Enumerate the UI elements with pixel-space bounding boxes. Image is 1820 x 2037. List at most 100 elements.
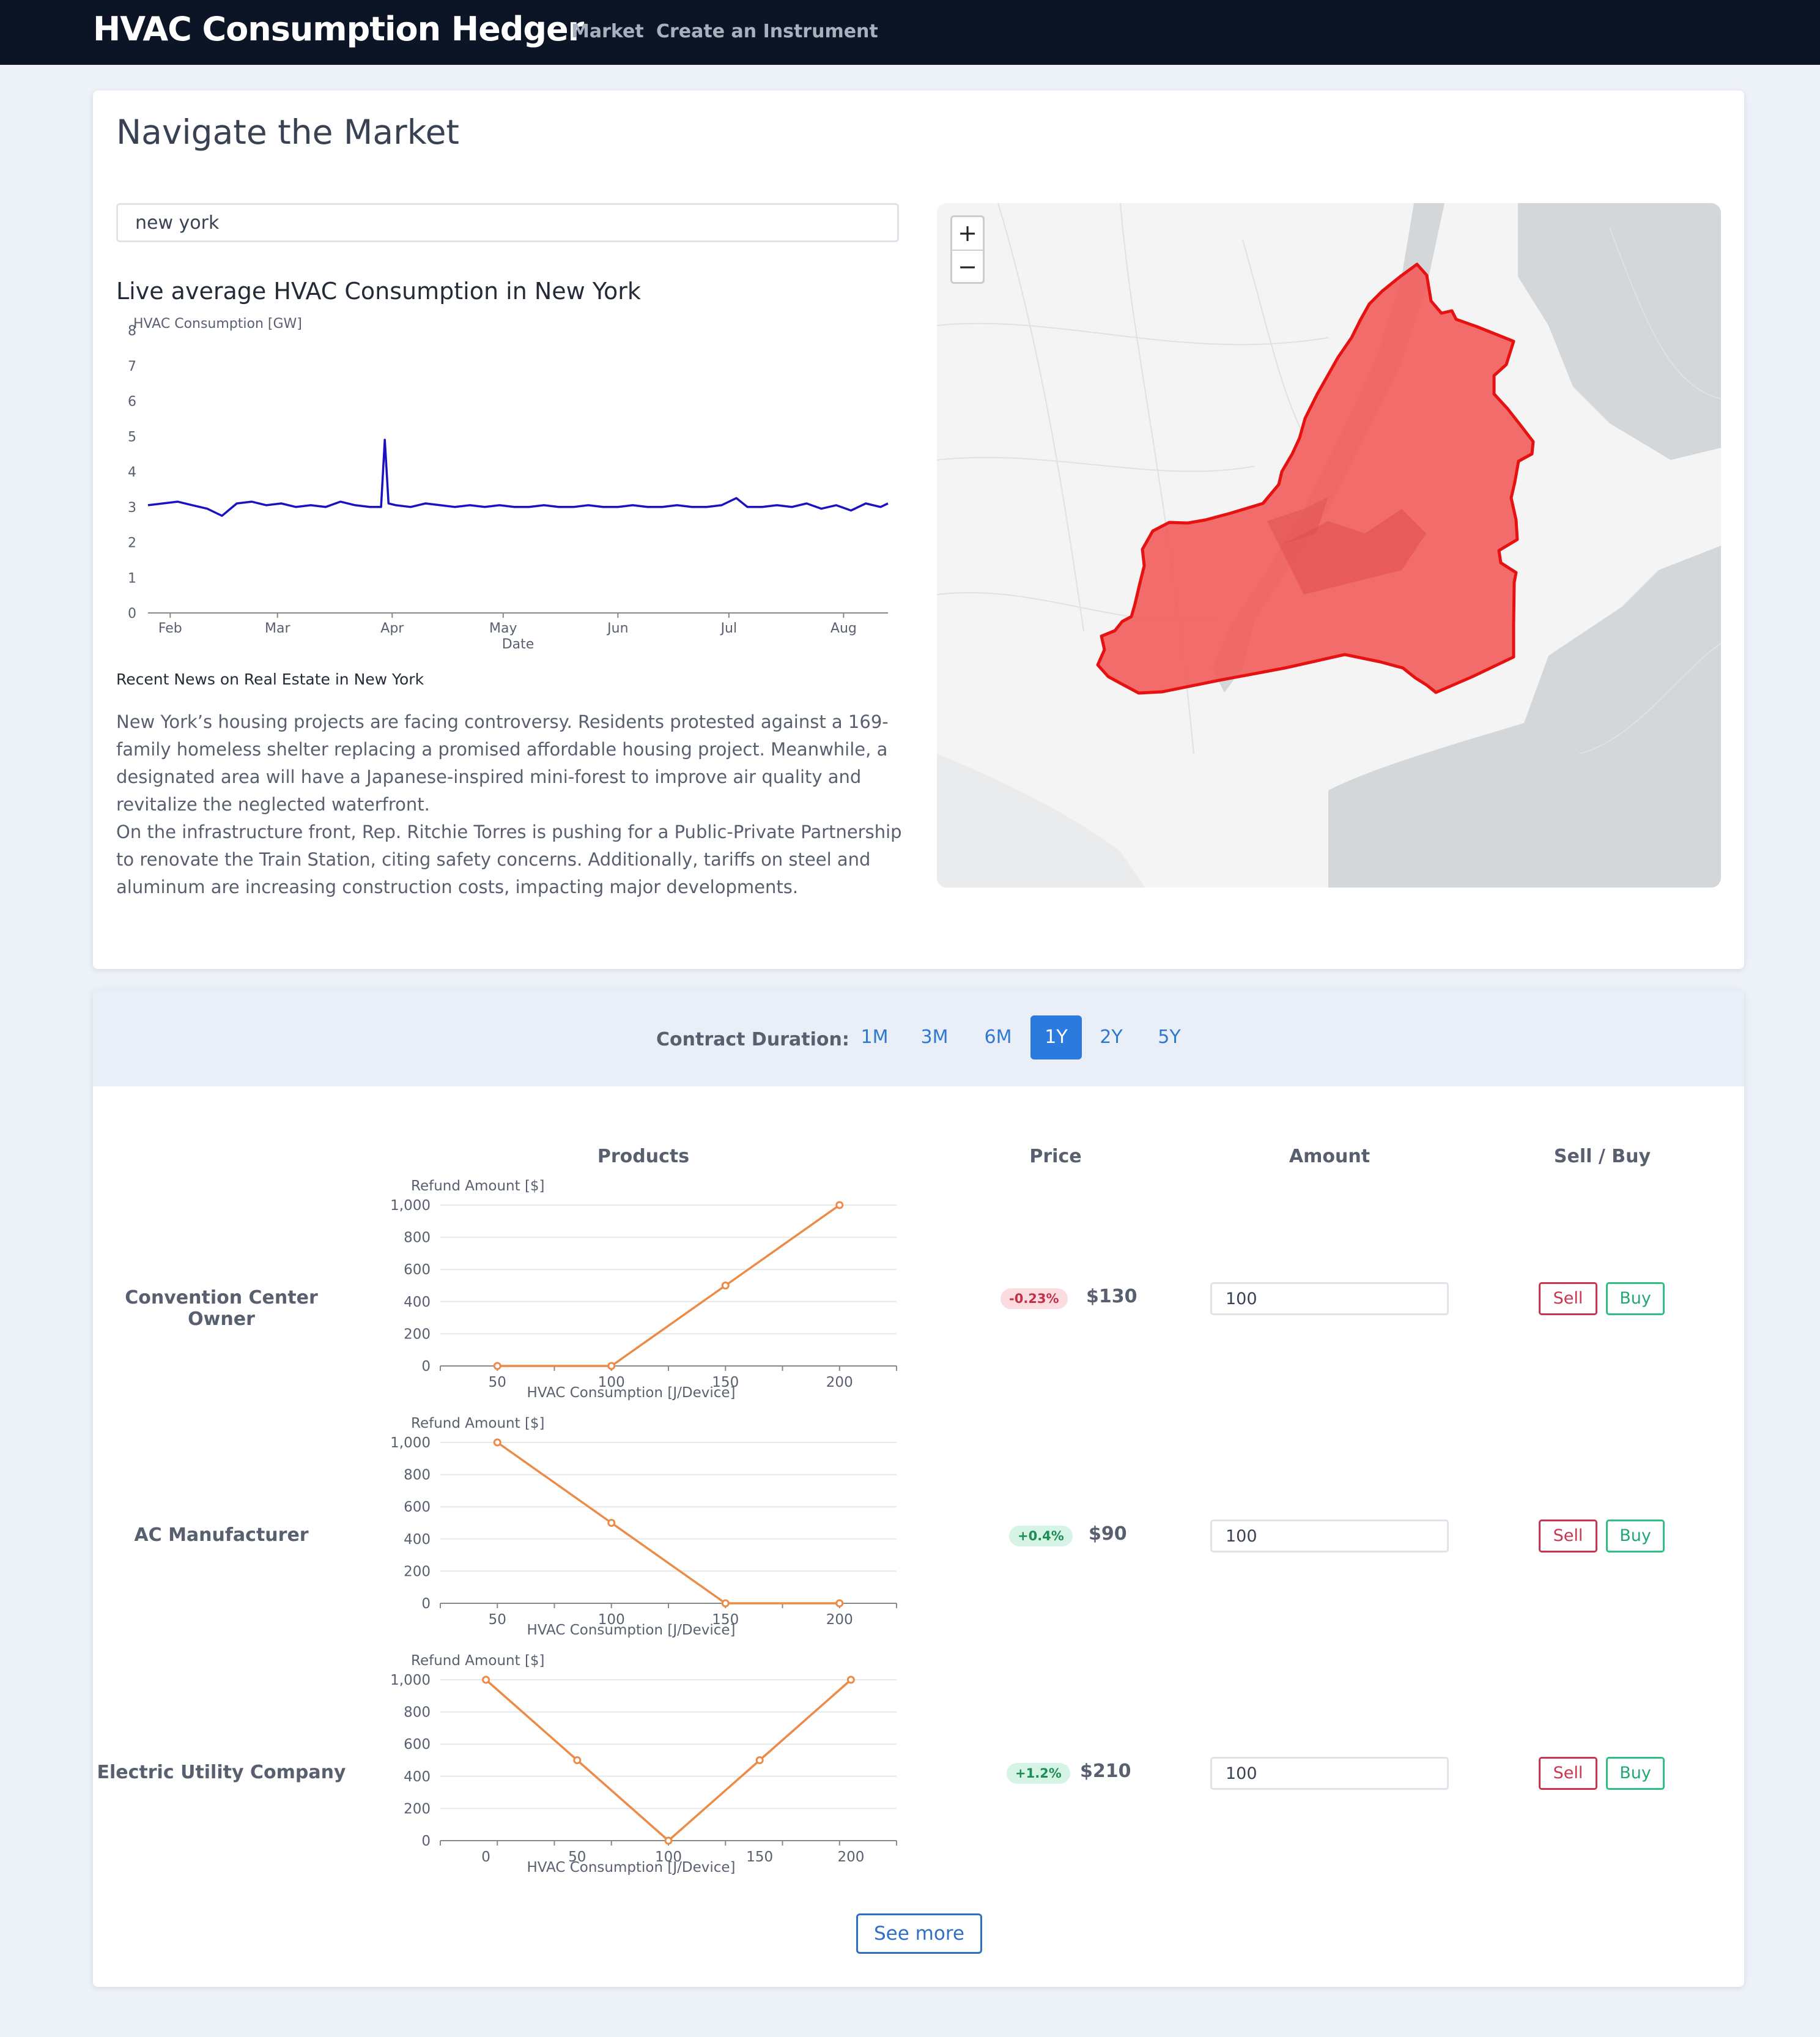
consumption-y-tick-label: 3 [128,500,136,516]
payoff-data-point [607,1362,616,1370]
zoom-out-button[interactable]: − [958,253,977,280]
contract-duration-label: Contract Duration: [656,1029,849,1050]
price-value: $210 [1080,1761,1131,1782]
consumption-x-tick-label: Mar [265,621,290,636]
payoff-data-point [493,1438,501,1447]
map-canvas[interactable] [937,203,1721,888]
payoff-data-point [721,1599,730,1608]
payoff-y-tick-label: 200 [404,1326,431,1342]
page-title: Navigate the Market [116,113,459,152]
duration-6m-button[interactable]: 6M [984,1026,1012,1048]
amount-input[interactable] [1210,1757,1449,1790]
price-column-header: Price [1029,1146,1082,1167]
payoff-y-tick-label: 200 [404,1564,431,1579]
consumption-series-line [147,439,889,517]
payoff-data-point [835,1201,844,1209]
consumption-y-tick-label: 8 [128,324,136,339]
sell-button[interactable]: Sell [1539,1282,1597,1315]
payoff-data-point [846,1675,855,1684]
product-name-convention-center-owner: Convention Center Owner [125,1287,318,1330]
payoff-y-tick-label: 800 [404,1230,431,1246]
payoff-y-tick-label: 1,000 [390,1435,431,1451]
consumption-chart-title: Live average HVAC Consumption in New Yor… [116,278,641,305]
buy-button[interactable]: Buy [1606,1519,1665,1553]
payoff-data-point [755,1756,764,1764]
payoff-y-tick-label: 600 [404,1499,431,1515]
payoff-x-tick-label: 100 [598,1612,625,1628]
consumption-y-tick-label: 5 [128,429,136,445]
news-paragraph: New York’s housing projects are facing c… [116,711,889,815]
land-shade [937,754,1145,888]
payoff-y-tick-label: 400 [404,1294,431,1310]
product-name-electric-utility-company: Electric Utility Company [97,1762,346,1783]
payoff-x-axis-label: HVAC Consumption [J/Device] [527,1385,735,1401]
payoff-y-tick-label: 400 [404,1769,431,1785]
price-change-badge: +1.2% [1007,1763,1070,1784]
sell-button[interactable]: Sell [1539,1757,1597,1790]
payoff-y-tick-label: 0 [421,1596,431,1612]
consumption-y-tick-label: 0 [128,606,136,621]
consumption-x-tick-label: Feb [158,621,182,636]
amount-input[interactable] [1210,1519,1449,1553]
price-change-badge: -0.23% [1001,1288,1068,1309]
duration-1m-button[interactable]: 1M [860,1026,889,1048]
price-value: $90 [1089,1523,1127,1545]
product-name-ac-manufacturer: AC Manufacturer [134,1524,309,1546]
payoff-x-axis-label: HVAC Consumption [J/Device] [527,1622,735,1638]
buy-button[interactable]: Buy [1606,1757,1665,1790]
nav-link-create-instrument[interactable]: Create an Instrument [656,21,878,42]
amount-column-header: Amount [1289,1146,1371,1167]
amount-input[interactable] [1210,1282,1449,1315]
payoff-y-tick-label: 0 [421,1359,431,1375]
consumption-x-tick-label: Jun [606,621,628,636]
duration-3m-button[interactable]: 3M [920,1026,949,1048]
consumption-x-tick-label: Aug [830,621,857,636]
payoff-y-axis-label: Refund Amount [$] [411,1653,545,1669]
consumption-y-tick-label: 2 [128,536,136,551]
payoff-y-tick-label: 200 [404,1801,431,1817]
brand-title[interactable]: HVAC Consumption Hedger [93,10,584,48]
buy-button[interactable]: Buy [1606,1282,1665,1315]
consumption-y-tick-label: 1 [128,571,136,586]
payoff-x-tick-label: 200 [837,1849,864,1865]
payoff-data-point [482,1675,490,1684]
region-map[interactable]: + − [937,203,1721,888]
duration-5y-button[interactable]: 5Y [1158,1026,1181,1048]
consumption-x-tick-label: Apr [380,621,404,636]
payoff-y-tick-label: 1,000 [390,1198,431,1214]
payoff-chart: Refund Amount [$] 0 200 400 600 800 1,000 50 10… [390,1416,897,1638]
payoff-x-tick-label: 200 [826,1612,853,1628]
contracts-panel: Contract Duration: 1M 3M 6M 1Y 2Y 5Y Pro… [93,990,1744,1987]
consumption-x-axis-label: Date [502,637,535,652]
zoom-in-button[interactable]: + [952,217,983,251]
payoff-data-point [835,1599,844,1608]
payoff-chart: Refund Amount [$] 0 200 400 600 800 1,000 50 10… [390,1178,897,1401]
payoff-data-point [721,1282,730,1289]
region-shade [1267,497,1328,546]
sell-button[interactable]: Sell [1539,1519,1597,1553]
sell-buy-column-header: Sell / Buy [1553,1146,1651,1167]
payoff-y-tick-label: 800 [404,1705,431,1721]
region-shade [1279,509,1426,595]
payoff-y-axis-label: Refund Amount [$] [411,1178,545,1194]
top-navbar: HVAC Consumption Hedger Market Create an… [0,0,1820,65]
duration-1y-button[interactable]: 1Y [1030,1015,1082,1059]
payoff-y-tick-label: 1,000 [390,1672,431,1688]
see-more-button[interactable]: See more [856,1913,982,1954]
location-search-input[interactable] [116,203,899,242]
payoff-y-tick-label: 800 [404,1467,431,1483]
payoff-x-tick-label: 0 [481,1849,490,1865]
consumption-y-tick-label: 6 [128,395,136,410]
ocean-water [1328,546,1721,888]
payoff-x-tick-label: 50 [568,1849,586,1865]
payoff-y-tick-label: 400 [404,1532,431,1548]
duration-2y-button[interactable]: 2Y [1100,1026,1123,1048]
products-column-header: Products [597,1146,690,1167]
payoff-data-point [493,1362,501,1370]
nyc-region-overlay[interactable] [1096,262,1535,695]
payoff-data-point [573,1756,582,1764]
market-panel: Navigate the Market Live average HVAC Co… [93,91,1744,969]
consumption-y-axis-label: HVAC Consumption [GW] [133,316,302,332]
nav-link-market[interactable]: Market [571,21,644,42]
payoff-x-axis-label: HVAC Consumption [J/Device] [527,1860,735,1876]
